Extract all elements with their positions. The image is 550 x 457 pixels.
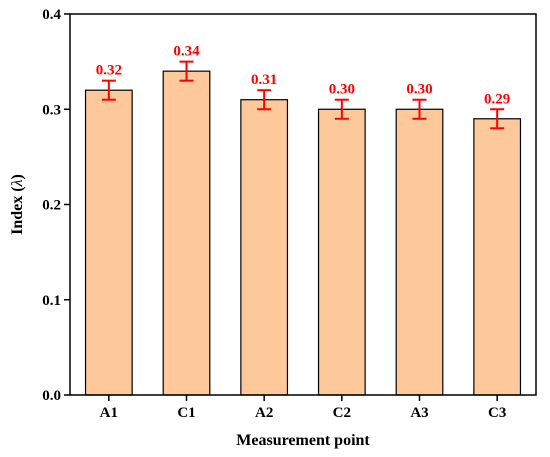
y-axis-title-prefix: Index (	[9, 186, 26, 234]
x-tick-label-c1: C1	[177, 405, 195, 421]
error-bar-a2	[257, 89, 272, 111]
data-label-a1: 0.32	[96, 63, 122, 79]
y-tick-label: 0.2	[42, 198, 61, 214]
plot-frame	[69, 13, 537, 396]
data-label-a3: 0.30	[406, 82, 432, 98]
y-axis: 0.0 0.1 0.2 0.3 0.4	[42, 7, 70, 404]
bar-c1	[162, 70, 211, 396]
x-tick-label-c3: C3	[488, 405, 506, 421]
bar-c3	[473, 118, 522, 396]
data-label-a2: 0.31	[251, 72, 277, 88]
error-bar-a3	[412, 98, 427, 120]
error-bar-c2	[334, 98, 349, 120]
y-tick-label: 0.3	[42, 102, 61, 118]
error-bar-a1	[101, 79, 116, 101]
bar-c2	[317, 108, 366, 396]
bar-a3	[395, 108, 444, 396]
data-label-c2: 0.30	[329, 82, 355, 98]
x-tick-label-c2: C2	[333, 405, 351, 421]
x-tick-label-a2: A2	[255, 405, 273, 421]
error-bar-c1	[179, 60, 194, 82]
bar-a1	[84, 89, 133, 396]
data-labels-layer: 0.32 0.34 0.31 0.30 0.30 0.29	[96, 44, 511, 108]
x-axis: A1 C1 A2 C2 A3 C3	[100, 395, 506, 421]
y-axis-title: Index (λ)	[9, 174, 26, 235]
data-label-c1: 0.34	[173, 44, 200, 60]
data-label-c3: 0.29	[484, 91, 510, 107]
y-tick-label: 0.0	[42, 388, 61, 404]
y-tick-label: 0.1	[42, 293, 61, 309]
bar-a2	[240, 99, 289, 396]
y-tick-label: 0.4	[42, 7, 61, 23]
x-axis-title: Measurement point	[236, 432, 370, 449]
error-bars-layer	[101, 60, 505, 130]
x-tick-label-a1: A1	[100, 405, 118, 421]
y-axis-title-suffix: )	[9, 174, 26, 179]
bars-layer	[84, 70, 522, 396]
y-axis-title-symbol: λ	[9, 179, 26, 187]
x-tick-label-a3: A3	[410, 405, 428, 421]
error-bar-c3	[490, 108, 505, 130]
